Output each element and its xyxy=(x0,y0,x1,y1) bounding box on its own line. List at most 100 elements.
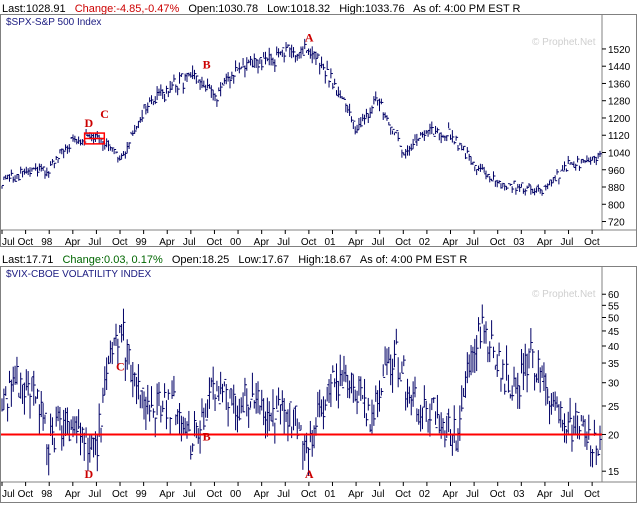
panel-title: $SPX-S&P 500 Index xyxy=(6,17,101,28)
spx-last: Last:1028.91 xyxy=(2,3,66,15)
x-tick-label: Jul xyxy=(2,237,15,248)
spx-change: Change:-4.85,-0.47% xyxy=(74,3,180,15)
y-tick-label: 55 xyxy=(608,301,620,312)
x-tick-label: 99 xyxy=(136,489,148,500)
x-tick-label: Oct xyxy=(490,237,506,248)
x-tick-label: Oct xyxy=(301,489,317,500)
spx-high: High:1033.76 xyxy=(339,3,405,15)
x-tick-label: 00 xyxy=(230,489,242,500)
x-tick-label: Oct xyxy=(301,237,317,248)
spx-quote-header: Last:1028.91 Change:-4.85,-0.47% Open:10… xyxy=(2,2,527,16)
x-tick-label: Oct xyxy=(206,237,222,248)
x-tick-label: Apr xyxy=(65,489,81,500)
x-tick-label: Oct xyxy=(395,489,411,500)
spx-open: Open:1030.78 xyxy=(188,3,259,15)
vix-asof: As of: 4:00 PM EST R xyxy=(359,254,468,266)
x-tick-label: Jul xyxy=(88,489,101,500)
y-tick-label: 1360 xyxy=(608,79,631,90)
vix-change: Change:0.03, 0.17% xyxy=(62,254,163,266)
y-tick-label: 60 xyxy=(608,290,620,301)
x-tick-label: Jul xyxy=(183,489,196,500)
pattern-marker-c: C xyxy=(116,359,125,373)
x-tick-label: Apr xyxy=(537,237,553,248)
x-tick-label: Jul xyxy=(183,237,196,248)
x-tick-label: 98 xyxy=(41,489,53,500)
y-tick-label: 50 xyxy=(608,314,620,325)
x-tick-label: Oct xyxy=(18,237,34,248)
pattern-marker-c: C xyxy=(100,107,109,121)
pattern-marker-d: D xyxy=(85,116,94,130)
x-tick-label: Oct xyxy=(395,237,411,248)
y-tick-label: 15 xyxy=(608,467,620,478)
x-tick-label: 01 xyxy=(324,237,336,248)
x-tick-label: Apr xyxy=(348,237,364,248)
y-tick-label: 30 xyxy=(608,379,620,390)
panel-title: $VIX-CBOE VOLATILITY INDEX xyxy=(6,269,152,280)
vix-high: High:18.67 xyxy=(298,254,352,266)
x-tick-label: Apr xyxy=(159,489,175,500)
x-tick-label: Oct xyxy=(584,489,600,500)
y-tick-label: 880 xyxy=(608,183,625,194)
y-tick-label: 45 xyxy=(608,327,620,338)
x-tick-label: Apr xyxy=(537,489,553,500)
x-tick-label: Oct xyxy=(112,237,128,248)
x-tick-label: Jul xyxy=(466,237,479,248)
x-tick-label: 00 xyxy=(230,237,242,248)
x-tick-label: Jul xyxy=(372,489,385,500)
x-tick-label: Jul xyxy=(277,237,290,248)
x-tick-label: Apr xyxy=(443,489,459,500)
x-tick-label: Jul xyxy=(372,237,385,248)
y-tick-label: 1120 xyxy=(608,131,630,142)
x-tick-label: 99 xyxy=(136,237,148,248)
y-tick-label: 20 xyxy=(608,430,620,441)
panel-frame xyxy=(0,14,637,247)
x-tick-label: Apr xyxy=(65,237,81,248)
x-tick-label: Jul xyxy=(88,237,101,248)
x-tick-label: Oct xyxy=(584,237,600,248)
y-tick-label: 1200 xyxy=(608,114,631,125)
x-tick-label: 01 xyxy=(324,489,336,500)
x-tick-label: Oct xyxy=(112,489,128,500)
y-tick-label: 1040 xyxy=(608,148,631,159)
vix-open: Open:18.25 xyxy=(171,254,230,266)
x-tick-label: Jul xyxy=(2,489,15,500)
x-tick-label: 98 xyxy=(41,237,53,248)
y-tick-label: 1440 xyxy=(608,62,631,73)
x-tick-label: 02 xyxy=(419,489,431,500)
x-tick-label: Jul xyxy=(561,237,574,248)
vix-low: Low:17.67 xyxy=(238,254,290,266)
watermark: © Prophet.Net xyxy=(532,37,596,48)
vix-last: Last:17.71 xyxy=(2,254,54,266)
x-tick-label: Apr xyxy=(348,489,364,500)
x-tick-label: Oct xyxy=(18,489,34,500)
pattern-marker-d: D xyxy=(85,467,94,481)
x-tick-label: Oct xyxy=(490,489,506,500)
x-tick-label: Apr xyxy=(254,489,270,500)
spx-asof: As of: 4:00 PM EST R xyxy=(413,3,521,15)
x-tick-label: Jul xyxy=(466,489,479,500)
vix-price-chart: $VIX-CBOE VOLATILITY INDEX © Prophet.Net 1… xyxy=(0,266,637,503)
spx-low: Low:1018.32 xyxy=(267,3,331,15)
x-tick-label: Jul xyxy=(561,489,574,500)
x-tick-label: 02 xyxy=(419,237,431,248)
x-tick-label: Apr xyxy=(159,237,175,248)
x-tick-label: Oct xyxy=(206,489,222,500)
spx-price-chart: $SPX-S&P 500 Index © Prophet.Net 720 800 880… xyxy=(0,14,637,248)
x-tick-label: 03 xyxy=(513,237,525,248)
x-tick-label: Apr xyxy=(254,237,270,248)
pattern-marker-a: A xyxy=(305,31,314,45)
y-tick-label: 35 xyxy=(608,359,620,370)
y-tick-label: 40 xyxy=(608,342,620,353)
watermark: © Prophet.Net xyxy=(532,289,596,300)
pattern-marker-b: B xyxy=(203,429,211,443)
y-tick-label: 960 xyxy=(608,166,625,177)
vix-quote-header: Last:17.71 Change:0.03, 0.17% Open:18.25… xyxy=(2,253,473,267)
x-tick-label: Jul xyxy=(277,489,290,500)
pattern-marker-b: B xyxy=(203,58,211,72)
x-tick-label: Apr xyxy=(443,237,459,248)
y-tick-label: 25 xyxy=(608,402,620,413)
panel-frame xyxy=(0,266,637,503)
y-tick-label: 800 xyxy=(608,200,625,211)
pattern-marker-a: A xyxy=(305,467,314,481)
x-tick-label: 03 xyxy=(513,489,525,500)
